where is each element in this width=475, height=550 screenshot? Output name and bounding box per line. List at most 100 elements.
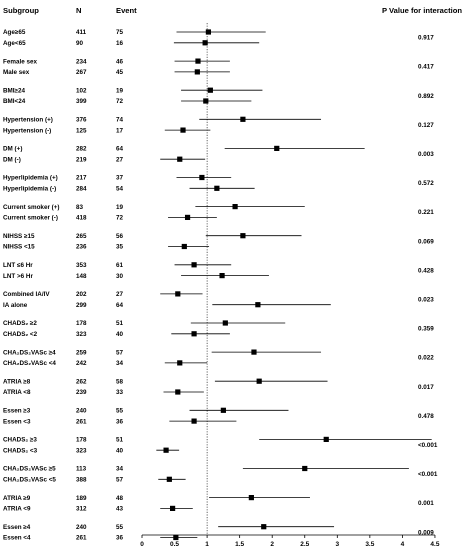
point-estimate (191, 262, 197, 268)
event-value: 57 (116, 349, 124, 356)
n-value: 240 (76, 408, 87, 415)
subgroup-label: BMI≥24 (3, 87, 26, 94)
subgroup-label: CHA₂DS₂VASc <5 (3, 477, 56, 484)
event-value: 34 (116, 466, 124, 473)
n-value: 418 (76, 215, 87, 222)
point-estimate (214, 185, 220, 191)
header-subgroup: Subgroup (3, 6, 39, 15)
event-value: 33 (116, 389, 124, 396)
point-estimate (220, 407, 226, 413)
n-value: 262 (76, 378, 87, 385)
n-value: 411 (76, 29, 87, 36)
point-estimate (203, 98, 209, 104)
event-value: 45 (116, 69, 124, 76)
point-estimate (175, 389, 181, 395)
n-value: 239 (76, 389, 87, 396)
subgroup-label: CHADS₂ ≥3 (3, 437, 37, 444)
n-value: 125 (76, 127, 87, 134)
p-value: <0.001 (418, 442, 438, 449)
point-estimate (177, 360, 183, 366)
point-estimate (261, 524, 267, 530)
x-tick-label: 0 (140, 541, 144, 548)
p-value: 0.417 (418, 64, 434, 71)
event-value: 36 (116, 535, 124, 542)
n-value: 299 (76, 302, 87, 309)
subgroup-label: Hypertension (-) (3, 127, 51, 134)
p-value: 0.917 (418, 35, 434, 42)
point-estimate (166, 476, 172, 482)
n-value: 353 (76, 262, 87, 269)
p-value: 0.428 (418, 267, 434, 274)
x-tick-label: 1 (205, 541, 209, 548)
point-estimate (240, 116, 246, 122)
event-value: 43 (116, 506, 124, 513)
n-value: 284 (76, 186, 87, 193)
n-value: 242 (76, 360, 87, 367)
event-value: 46 (116, 58, 124, 65)
event-value: 51 (116, 320, 124, 327)
subgroup-label: NIHSS ≥15 (3, 233, 35, 240)
point-estimate (207, 87, 213, 93)
n-value: 189 (76, 495, 87, 502)
n-value: 388 (76, 477, 87, 484)
subgroup-label: Female sex (3, 58, 37, 65)
point-estimate (240, 233, 246, 239)
n-value: 90 (76, 40, 84, 47)
n-value: 113 (76, 466, 87, 473)
x-axis: 0 0.5 1 1.5 2 2.5 3 3.5 4 4.5 (140, 23, 440, 548)
subgroup-label: CHADS₂ ≥2 (3, 320, 37, 327)
n-value: 217 (76, 175, 87, 182)
event-value: 35 (116, 244, 124, 251)
event-value: 27 (116, 156, 124, 163)
event-value: 34 (116, 360, 124, 367)
point-estimate (180, 127, 186, 133)
subgroup-label: IA alone (3, 302, 28, 309)
p-value: 0.221 (418, 209, 434, 216)
subgroup-label: Essen ≥4 (3, 524, 31, 531)
event-value: 72 (116, 98, 124, 105)
event-value: 64 (116, 302, 124, 309)
subgroup-label: DM (+) (3, 146, 22, 153)
p-value: 0.001 (418, 500, 434, 507)
point-estimate (323, 436, 329, 442)
point-estimate (169, 505, 176, 511)
subgroup-label: NIHSS <15 (3, 244, 35, 251)
event-value: 74 (116, 117, 124, 124)
n-value: 261 (76, 535, 87, 542)
n-value: 178 (76, 437, 87, 444)
subgroup-label: Essen <4 (3, 535, 31, 542)
point-estimate (195, 58, 201, 64)
event-value: 19 (116, 87, 124, 94)
subgroup-label: Hyperlipidemia (-) (3, 186, 56, 193)
point-estimate (205, 29, 212, 35)
point-estimate (191, 418, 197, 424)
n-value: 265 (76, 233, 87, 240)
subgroup-label: CHADS₂ <3 (3, 447, 38, 454)
p-value: 0.023 (418, 297, 434, 304)
subgroup-label: Current smoker (+) (3, 204, 60, 211)
subgroup-label: ATRIA ≥9 (3, 495, 31, 502)
p-value: 0.359 (418, 326, 434, 333)
p-value: 0.017 (418, 384, 434, 391)
x-tick-label: 4 (401, 541, 405, 548)
p-value: <0.001 (418, 471, 438, 478)
event-value: 57 (116, 477, 124, 484)
p-value: 0.069 (418, 238, 434, 245)
event-value: 58 (116, 378, 124, 385)
n-value: 148 (76, 273, 87, 280)
subgroup-label: Essen ≥3 (3, 408, 31, 415)
point-estimate (184, 214, 191, 220)
p-value: 0.127 (418, 122, 434, 129)
x-tick-label: 2 (270, 541, 274, 548)
point-estimate (181, 243, 187, 250)
event-value: 56 (116, 233, 124, 240)
n-value: 83 (76, 204, 84, 211)
event-value: 75 (116, 29, 124, 36)
n-value: 267 (76, 69, 87, 76)
subgroup-label: LNT ≤6 Hr (3, 262, 33, 269)
subgroup-label: Male sex (3, 69, 30, 76)
event-value: 40 (116, 331, 124, 338)
subgroup-label: Hypertension (+) (3, 117, 53, 124)
point-estimate (256, 378, 262, 384)
subgroup-label: Hyperlipidemia (+) (3, 175, 58, 182)
